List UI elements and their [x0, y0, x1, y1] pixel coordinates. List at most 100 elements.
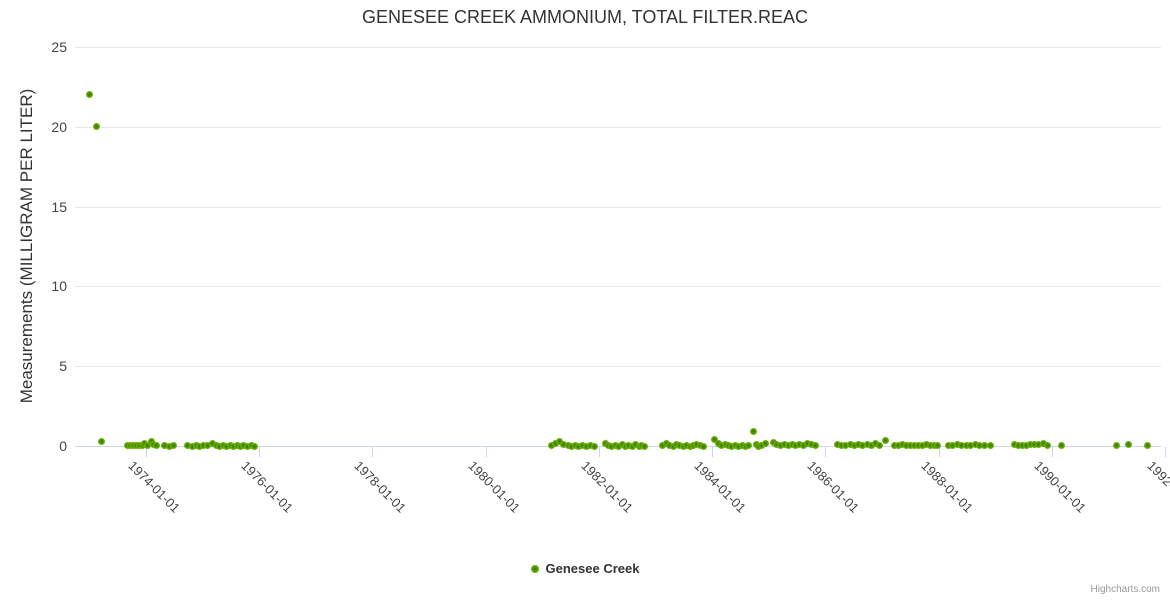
data-point[interactable] [804, 440, 812, 448]
data-point[interactable] [923, 441, 931, 449]
data-point[interactable] [749, 428, 757, 436]
data-point[interactable] [927, 442, 935, 450]
data-point[interactable] [962, 441, 970, 449]
data-point[interactable] [971, 441, 979, 449]
data-point[interactable] [188, 442, 196, 450]
data-point[interactable] [1144, 442, 1152, 450]
data-point[interactable] [953, 441, 961, 449]
x-axis-label: 1992-01-01 [1144, 458, 1170, 516]
data-point[interactable] [981, 441, 989, 449]
data-point[interactable] [1031, 440, 1039, 448]
data-point[interactable] [837, 441, 845, 449]
data-point[interactable] [958, 442, 966, 450]
data-point[interactable] [895, 442, 903, 450]
data-point[interactable] [851, 441, 859, 449]
data-point[interactable] [1058, 441, 1066, 449]
data-point[interactable] [1124, 441, 1132, 449]
credits-link[interactable]: Highcharts.com [1090, 584, 1160, 595]
data-point[interactable] [169, 442, 177, 450]
data-point[interactable] [575, 442, 583, 450]
data-point[interactable] [1011, 441, 1019, 449]
data-point[interactable] [944, 441, 952, 449]
data-point[interactable] [882, 437, 890, 445]
data-point[interactable] [899, 441, 907, 449]
data-point[interactable] [560, 440, 568, 448]
legend: Genesee Creek [0, 561, 1170, 576]
data-point[interactable] [1015, 442, 1023, 450]
data-point[interactable] [891, 441, 899, 449]
data-point[interactable] [842, 442, 850, 450]
data-point[interactable] [711, 436, 719, 444]
data-point[interactable] [640, 442, 648, 450]
data-point[interactable] [547, 441, 555, 449]
data-point[interactable] [903, 442, 911, 450]
data-point[interactable] [209, 439, 217, 447]
data-point[interactable] [98, 438, 106, 446]
data-point[interactable] [863, 441, 871, 449]
data-point[interactable] [153, 442, 161, 450]
data-point[interactable] [761, 440, 769, 448]
data-point[interactable] [867, 442, 875, 450]
data-point[interactable] [773, 440, 781, 448]
y-grid-line [75, 366, 1161, 368]
data-point[interactable] [875, 441, 883, 449]
data-point[interactable] [184, 442, 192, 450]
data-point[interactable] [586, 442, 594, 450]
data-point[interactable] [934, 442, 942, 450]
data-point[interactable] [949, 442, 957, 450]
data-point[interactable] [251, 442, 259, 450]
data-point[interactable] [915, 441, 923, 449]
data-point[interactable] [800, 441, 808, 449]
data-point[interactable] [1113, 441, 1121, 449]
x-axis-label: 1974-01-01 [125, 458, 184, 516]
data-point[interactable] [757, 441, 765, 449]
data-point[interactable] [240, 442, 248, 450]
data-point[interactable] [199, 442, 207, 450]
x-axis-tick [1164, 447, 1166, 457]
data-point[interactable] [556, 438, 564, 446]
data-point[interactable] [161, 442, 169, 450]
data-point[interactable] [986, 442, 994, 450]
data-point[interactable] [777, 441, 785, 449]
x-axis-tick [598, 447, 600, 457]
data-point[interactable] [792, 442, 800, 450]
data-point[interactable] [855, 440, 863, 448]
y-axis-label: 25 [51, 39, 67, 55]
data-point[interactable] [590, 442, 598, 450]
data-point[interactable] [967, 442, 975, 450]
chart-title: GENESEE CREEK AMMONIUM, TOTAL FILTER.REA… [361, 7, 809, 27]
data-point[interactable] [1019, 441, 1027, 449]
data-point[interactable] [222, 442, 230, 450]
data-point[interactable] [1039, 440, 1047, 448]
data-point[interactable] [846, 440, 854, 448]
data-point[interactable] [781, 441, 789, 449]
data-point[interactable] [1027, 440, 1035, 448]
data-point[interactable] [911, 442, 919, 450]
y-grid-line [75, 47, 1161, 48]
data-point[interactable] [578, 442, 586, 450]
data-point[interactable] [552, 439, 560, 447]
data-point[interactable] [1035, 440, 1043, 448]
data-point[interactable] [785, 442, 793, 450]
data-point[interactable] [582, 442, 590, 450]
data-point[interactable] [85, 91, 93, 99]
data-point[interactable] [796, 440, 804, 448]
data-point[interactable] [859, 442, 867, 450]
data-point[interactable] [871, 440, 879, 448]
data-point[interactable] [907, 441, 915, 449]
data-point[interactable] [699, 442, 707, 450]
data-point[interactable] [1043, 441, 1051, 449]
data-point[interactable] [165, 442, 173, 450]
data-point[interactable] [203, 442, 211, 450]
legend-item-genesee-creek[interactable]: Genesee Creek [530, 561, 639, 576]
data-point[interactable] [745, 441, 753, 449]
x-axis-tick [712, 447, 714, 457]
data-point[interactable] [144, 441, 152, 449]
data-point[interactable] [919, 442, 927, 450]
data-point[interactable] [1023, 442, 1031, 450]
data-point[interactable] [976, 442, 984, 450]
data-point[interactable] [811, 442, 819, 450]
x-axis-tick [146, 447, 148, 457]
data-point[interactable] [92, 123, 100, 131]
data-point[interactable] [833, 440, 841, 448]
